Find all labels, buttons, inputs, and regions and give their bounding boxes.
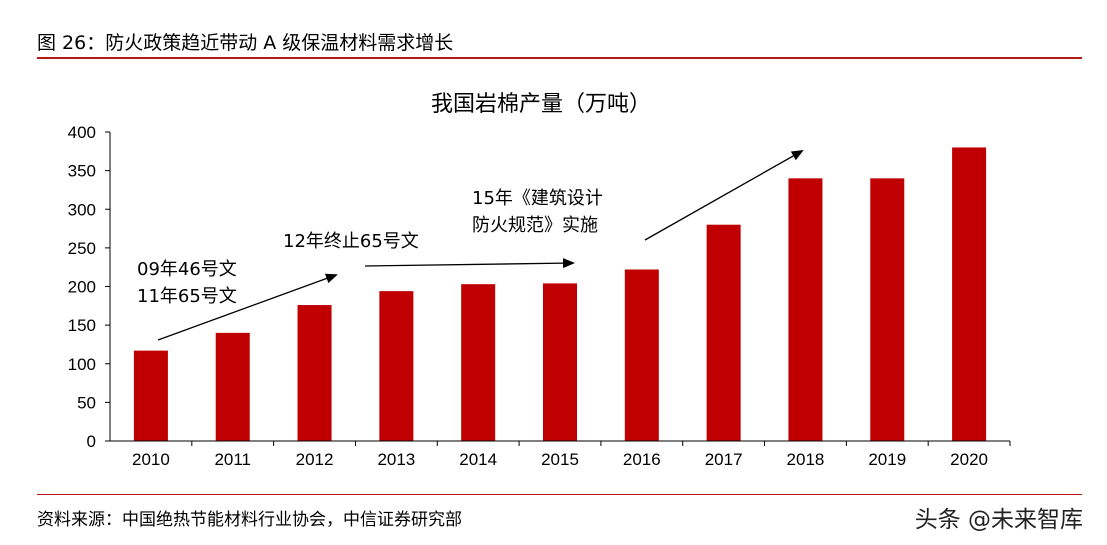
bottom-divider	[37, 494, 1082, 495]
x-tick-label: 2014	[459, 450, 497, 469]
x-tick-label: 2017	[705, 450, 743, 469]
x-tick-label: 2018	[787, 450, 825, 469]
x-tick-label: 2019	[868, 450, 906, 469]
figure-title: 图 26：防火政策趋近带动 A 级保温材料需求增长	[37, 32, 454, 54]
chart-title: 我国岩棉产量（万吨）	[431, 92, 651, 117]
x-axis: 2010 2011 2012 2013 2014 2015 2016 2017 2018 2019…	[110, 440, 1011, 469]
bar-2016	[624, 269, 659, 441]
bar-2014	[461, 284, 496, 441]
source-note: 资料来源：中国绝热节能材料行业协会，中信证券研究部	[37, 510, 462, 530]
y-tick-label: 300	[68, 200, 96, 219]
trend-arrow-3	[644, 150, 804, 241]
x-tick-label: 2010	[132, 450, 170, 469]
bar-2019	[870, 178, 905, 441]
annotation-3-line-2: 防火规范》实施	[472, 215, 598, 236]
trend-arrow-1	[157, 273, 338, 341]
y-tick-label: 400	[68, 123, 96, 142]
bar-2012	[297, 305, 332, 441]
y-axis: 0 50 100 150 200 250 300 350 400	[68, 123, 111, 451]
annotation-2-line-1: 12年终止65号文	[283, 231, 419, 252]
bar-2010	[133, 350, 168, 441]
x-tick-label: 2011	[214, 450, 251, 469]
x-tick-label: 2016	[623, 450, 661, 469]
x-tick-label: 2020	[950, 450, 988, 469]
bar-2011	[215, 332, 250, 441]
bar-2020	[952, 147, 987, 441]
watermark: 头条 @未来智库	[914, 507, 1083, 533]
x-tick-label: 2012	[296, 450, 334, 469]
y-tick-label: 0	[87, 432, 96, 451]
y-tick-label: 150	[68, 316, 96, 335]
bar-2013	[379, 291, 414, 441]
bar-2018	[788, 178, 823, 441]
annotations: 09年46号文 11年65号文 12年终止65号文 15年《建筑设计 防火规范》…	[137, 150, 804, 341]
bar-2017	[706, 224, 741, 441]
y-tick-label: 50	[77, 393, 96, 412]
annotation-1-line-1: 09年46号文	[137, 259, 237, 280]
trend-arrow-2	[364, 258, 575, 269]
top-divider	[37, 57, 1082, 59]
bar-2015	[543, 283, 577, 441]
annotation-1-line-2: 11年65号文	[137, 286, 237, 307]
x-tick-label: 2015	[541, 450, 579, 469]
bar-series	[133, 147, 987, 441]
x-tick-label: 2013	[377, 450, 415, 469]
y-tick-label: 250	[68, 239, 96, 258]
y-tick-label: 350	[68, 162, 96, 181]
y-tick-label: 200	[68, 278, 96, 297]
y-tick-label: 100	[68, 355, 96, 374]
annotation-3-line-1: 15年《建筑设计	[472, 188, 603, 209]
